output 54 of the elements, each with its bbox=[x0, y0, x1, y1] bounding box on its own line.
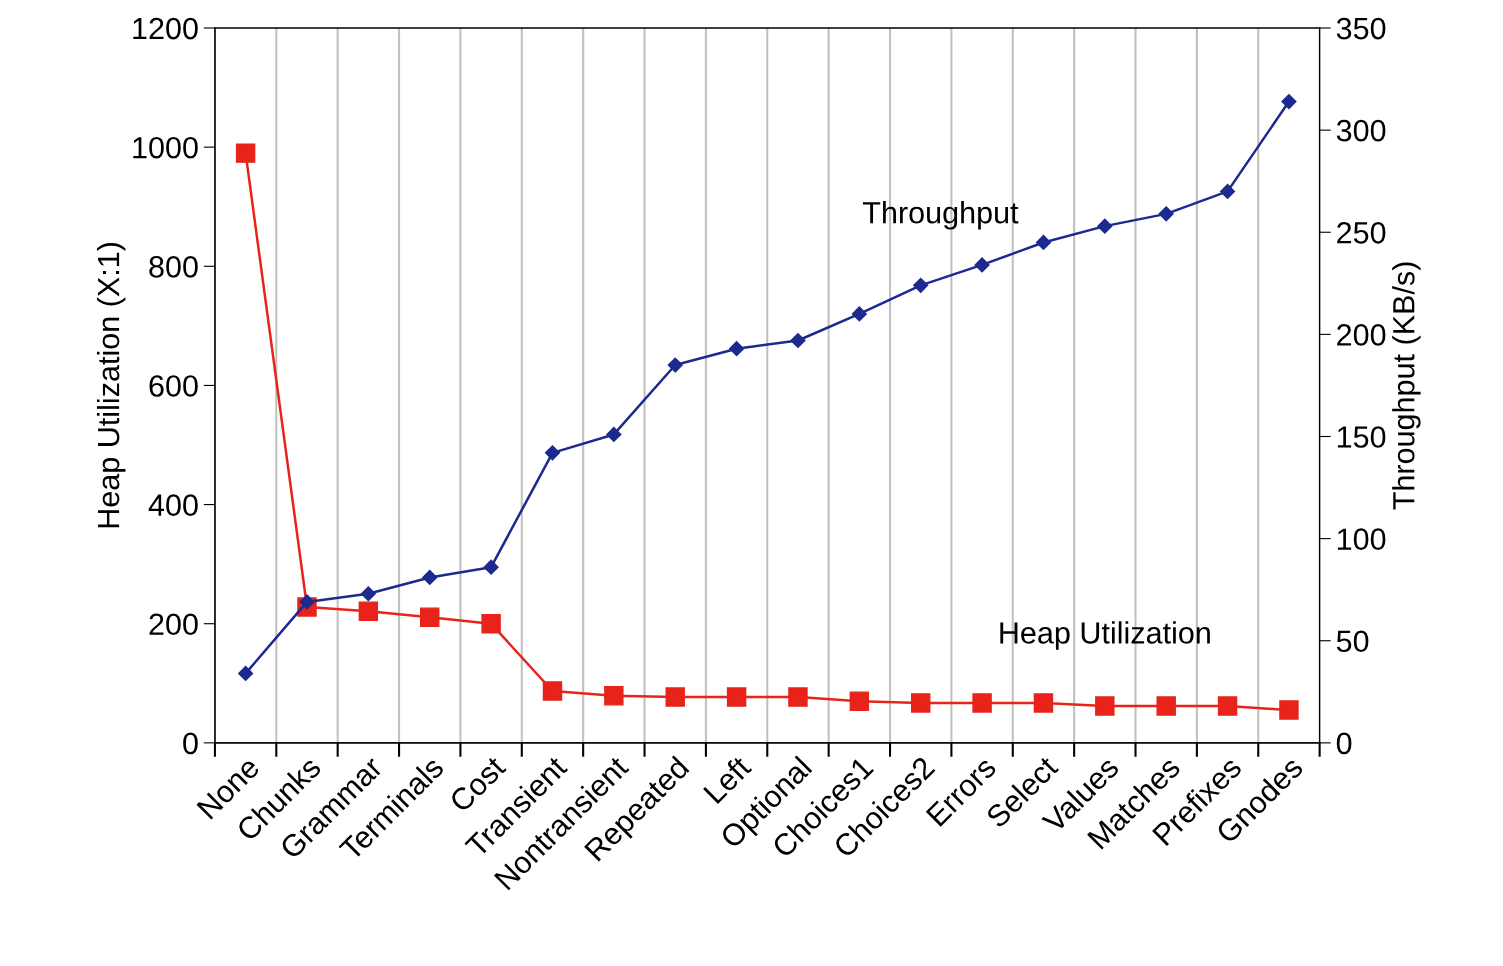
point bbox=[420, 607, 440, 627]
y2-tick-label: 50 bbox=[1336, 630, 1369, 653]
point bbox=[729, 341, 745, 357]
y2-tick-label: 100 bbox=[1337, 528, 1386, 550]
point bbox=[1158, 206, 1174, 222]
point bbox=[422, 569, 438, 585]
y-tick-label: 800 bbox=[149, 256, 198, 278]
point bbox=[726, 687, 747, 707]
point bbox=[235, 143, 256, 163]
point bbox=[604, 686, 624, 706]
point bbox=[1279, 700, 1299, 720]
series-label: Throughput bbox=[862, 201, 1019, 230]
point bbox=[1156, 696, 1176, 716]
point bbox=[1217, 696, 1238, 716]
point bbox=[1033, 693, 1054, 713]
y2-tick-label: 0 bbox=[1336, 732, 1352, 755]
point bbox=[910, 693, 931, 713]
point bbox=[1035, 234, 1052, 251]
point bbox=[972, 693, 992, 713]
point bbox=[1097, 218, 1113, 234]
y2-tick-label: 150 bbox=[1337, 426, 1386, 448]
y-tick-label: 600 bbox=[149, 375, 198, 397]
y-tick-label: 1000 bbox=[133, 136, 198, 159]
point bbox=[667, 357, 683, 373]
series-label: Heap Utilization bbox=[1000, 621, 1210, 650]
point bbox=[238, 665, 254, 681]
point bbox=[544, 445, 561, 461]
point bbox=[299, 594, 315, 610]
point bbox=[788, 687, 808, 707]
y-tick-label: 1200 bbox=[133, 17, 198, 40]
y-tick-label: 200 bbox=[149, 613, 198, 636]
point bbox=[1281, 93, 1297, 110]
y-tick-label: 0 bbox=[183, 732, 198, 755]
point bbox=[360, 586, 376, 602]
point bbox=[542, 681, 563, 701]
point bbox=[790, 332, 806, 349]
y2-tick-label: 200 bbox=[1337, 324, 1386, 346]
point bbox=[483, 559, 499, 575]
point bbox=[849, 691, 870, 711]
y2-axis-title: Throughput (KB/s) bbox=[1392, 262, 1421, 510]
y2-tick-label: 300 bbox=[1336, 119, 1386, 142]
point bbox=[913, 277, 929, 293]
point bbox=[1220, 183, 1236, 199]
y-axis-title: Heap Utilization (X:1) bbox=[96, 242, 126, 528]
point bbox=[665, 687, 685, 707]
point bbox=[481, 613, 501, 634]
point bbox=[974, 257, 990, 273]
point bbox=[358, 601, 379, 621]
y2-tick-label: 350 bbox=[1336, 17, 1386, 40]
y2-tick-label: 250 bbox=[1337, 221, 1386, 244]
y-tick-label: 400 bbox=[148, 494, 198, 516]
point bbox=[851, 306, 867, 322]
point bbox=[1095, 696, 1115, 716]
point bbox=[606, 426, 622, 443]
